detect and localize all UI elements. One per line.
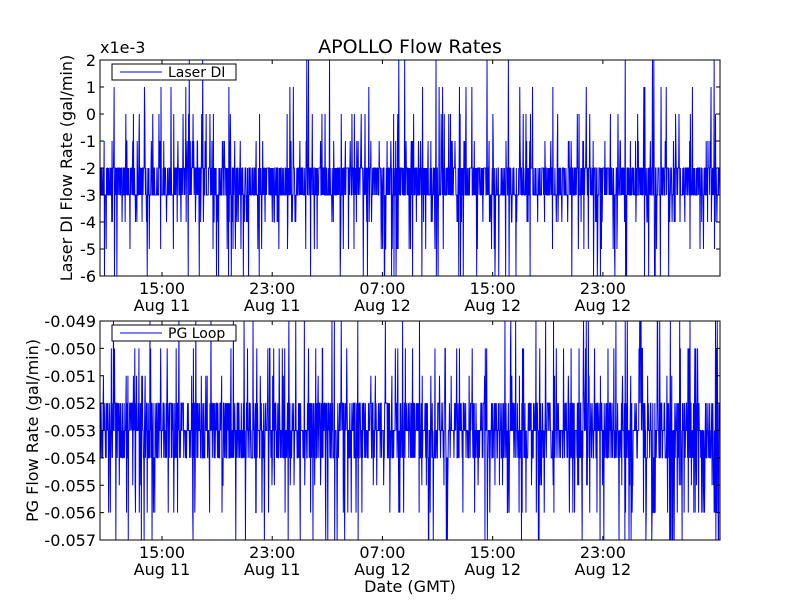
y-tick-label: -0.050 (44, 339, 96, 358)
y-tick-label: 0 (86, 105, 96, 124)
legend-box (111, 63, 237, 81)
y-tick-label: 2 (86, 51, 96, 70)
y-tick-label: -0.049 (44, 312, 96, 331)
x-tick-label-date: Aug 11 (134, 560, 191, 579)
y-offset-text: x1e-3 (100, 38, 145, 57)
y-tick-label: -4 (80, 213, 96, 232)
y-tick-label: -0.057 (44, 531, 96, 550)
x-tick-label-time: 15:00 (139, 279, 185, 298)
x-tick-label-date: Aug 11 (134, 296, 191, 315)
y-axis-label: PG Flow Rate (gal/min) (23, 339, 42, 522)
y-tick-label: -5 (80, 240, 96, 259)
legend-box (111, 324, 237, 342)
x-tick-label-date: Aug 12 (575, 296, 632, 315)
x-tick-label-time: 23:00 (249, 543, 295, 562)
x-tick-label-date: Aug 12 (464, 560, 521, 579)
x-tick-label-time: 07:00 (359, 543, 405, 562)
legend: PG Loop (111, 324, 237, 342)
y-tick-label: -0.052 (44, 394, 96, 413)
y-tick-label: -0.053 (44, 422, 96, 441)
x-tick-label-date: Aug 11 (244, 560, 301, 579)
x-tick-label-time: 23:00 (580, 543, 626, 562)
y-tick-label: -1 (80, 132, 96, 151)
legend-entry-label: PG Loop (168, 326, 225, 342)
y-tick-label: -3 (80, 186, 96, 205)
y-axis-label: Laser DI Flow Rate (gal/min) (57, 55, 76, 282)
legend: Laser DI (111, 63, 237, 81)
y-tick-label: -2 (80, 159, 96, 178)
series-line-laser (100, 60, 720, 276)
chart-title: APOLLO Flow Rates (318, 36, 502, 58)
y-tick-label: -6 (80, 267, 96, 286)
y-tick-label: 1 (86, 78, 96, 97)
pg-loop-panel: -0.057 -0.056 -0.055 -0.054 -0.053 -0.052 -0.0… (23, 312, 721, 596)
x-tick-label-date: Aug 12 (464, 296, 521, 315)
x-tick-label-time: 15:00 (470, 279, 516, 298)
x-tick-label-time: 23:00 (249, 279, 295, 298)
x-tick-label-time: 07:00 (359, 279, 405, 298)
y-tick-label: -0.055 (44, 476, 96, 495)
x-axis-label: Date (GMT) (364, 577, 456, 596)
y-tick-label: -0.056 (44, 504, 96, 523)
x-tick-label-time: 15:00 (139, 543, 185, 562)
x-tick-label-date: Aug 12 (575, 560, 632, 579)
x-tick-label-date: Aug 12 (354, 560, 411, 579)
y-tick-label: -0.051 (44, 367, 96, 386)
x-tick-label-date: Aug 11 (244, 296, 301, 315)
x-tick-label-time: 23:00 (580, 279, 626, 298)
legend-entry-label: Laser DI (168, 65, 225, 81)
series-line-pg (100, 321, 720, 540)
x-tick-label-date: Aug 12 (354, 296, 411, 315)
y-tick-label: -0.054 (44, 449, 96, 468)
x-tick-label-time: 15:00 (470, 543, 516, 562)
